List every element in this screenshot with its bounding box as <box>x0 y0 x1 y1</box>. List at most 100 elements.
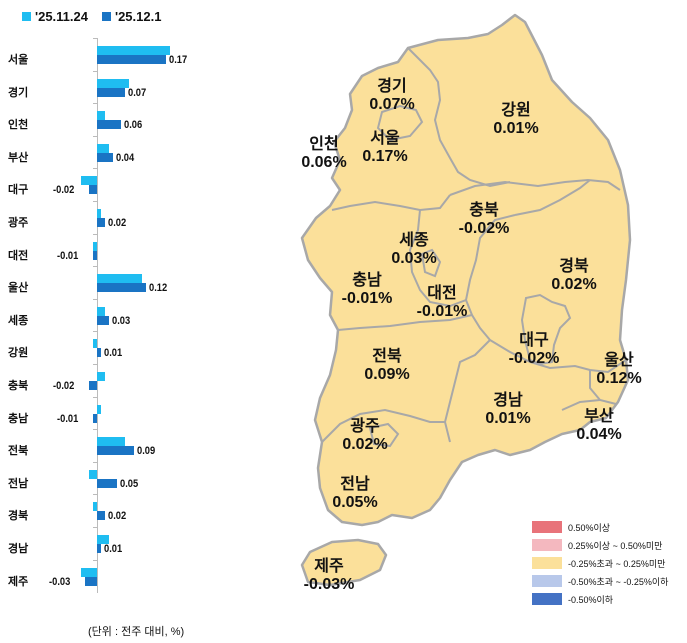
category-label: 대전 <box>8 248 29 262</box>
chart-row: 경북 0.02 <box>0 498 260 532</box>
axis-tick <box>93 494 98 496</box>
category-label: 강원 <box>8 346 29 360</box>
map-legend-label: 0.50%이상 <box>568 522 611 533</box>
bar-series-1 <box>92 241 97 251</box>
category-label: 인천 <box>8 118 29 132</box>
category-label: 경남 <box>8 542 29 555</box>
data-label: -0.02 <box>52 380 75 392</box>
data-label: 0.03 <box>112 314 131 327</box>
map-legend: 0.50%이상 0.25%이상 ~ 0.50%미만 -0.25%초과 ~ 0.25%… <box>532 518 668 608</box>
region-value: 0.02% <box>342 436 388 453</box>
bar-series-1 <box>97 111 106 121</box>
bar-series-2 <box>88 381 97 390</box>
chart-row: 인천 0.06 <box>0 107 260 141</box>
region-value: 0.05% <box>332 494 378 511</box>
chart-row: 경기 0.07 <box>0 75 260 109</box>
map-legend-label: 0.25%이상 ~ 0.50%미만 <box>568 540 663 551</box>
map-legend-swatch <box>532 557 562 569</box>
region-name: 대구 <box>519 332 549 349</box>
chart-row: 전남 0.05 <box>0 466 260 500</box>
map-legend-item: -0.50%이하 <box>532 590 668 608</box>
bar-series-2 <box>97 55 167 64</box>
chart-row: 충북 -0.02 <box>0 368 260 402</box>
data-label: -0.01 <box>56 249 79 262</box>
region-name: 경남 <box>493 392 523 409</box>
region-name: 강원 <box>501 102 531 119</box>
bar-series-1 <box>97 306 106 316</box>
chart-row: 경남 0.01 <box>0 531 260 565</box>
map-legend-item: -0.25%초과 ~ 0.25%미만 <box>532 554 668 572</box>
bar-series-1 <box>97 209 102 218</box>
legend-swatch-2 <box>101 12 111 21</box>
region-label: 울산 0.12% <box>596 352 641 388</box>
region-value: 0.01% <box>493 120 539 137</box>
region-label: 경북 0.02% <box>551 258 596 294</box>
data-label: 0.09 <box>136 445 155 458</box>
legend-series-1: '25.11.24 <box>22 9 88 24</box>
category-label: 경기 <box>8 85 29 99</box>
bar-series-2 <box>92 413 97 423</box>
axis-tick <box>93 527 98 528</box>
region-value: 0.07% <box>369 96 415 113</box>
axis-tick <box>93 461 98 463</box>
data-label: 0.06 <box>124 119 143 132</box>
legend-swatch-1 <box>22 12 31 21</box>
axis-tick <box>93 70 98 72</box>
region-label: 대구 -0.02% <box>509 332 560 368</box>
bar-series-1 <box>97 372 106 381</box>
bar-series-1 <box>97 535 110 544</box>
bar-series-1 <box>88 469 97 479</box>
axis-tick <box>93 135 98 137</box>
map-legend-label: -0.25%초과 ~ 0.25%미만 <box>568 558 666 569</box>
data-label: 0.05 <box>120 477 139 490</box>
region-label: 전남 0.05% <box>332 476 377 512</box>
axis-tick <box>93 331 98 333</box>
data-label: 0.01 <box>104 543 123 555</box>
category-label: 대구 <box>8 183 29 197</box>
legend-series-2: '25.12.1 <box>101 9 161 24</box>
chart-row: 울산 0.12 <box>0 270 260 304</box>
region-label: 서울 0.17% <box>362 130 407 166</box>
axis-tick <box>93 103 98 105</box>
region-value: -0.02% <box>458 220 510 237</box>
chart-row: 세종 0.03 <box>0 303 260 337</box>
map-legend-item: -0.50%초과 ~ -0.25%이하 <box>532 572 668 590</box>
category-label: 전남 <box>8 476 29 490</box>
region-name: 제주 <box>314 558 344 575</box>
axis-tick <box>93 364 98 365</box>
region-name: 세종 <box>399 232 429 249</box>
axis-tick <box>93 396 98 398</box>
chart-row: 제주 -0.03 <box>0 564 260 598</box>
legend-label-1: '25.11.24 <box>35 9 88 24</box>
region-label: 제주 -0.03% <box>304 558 355 594</box>
region-label: 경남 0.01% <box>485 392 530 428</box>
region-name: 경기 <box>377 78 407 95</box>
bar-series-2 <box>97 446 134 456</box>
data-label: 0.04 <box>116 151 135 164</box>
map-legend-swatch <box>532 575 562 587</box>
region-value: -0.02% <box>508 350 560 367</box>
map-legend-item: 0.25%이상 ~ 0.50%미만 <box>532 536 668 554</box>
category-label: 충남 <box>8 411 29 425</box>
bar-series-1 <box>80 176 97 186</box>
region-value: 0.09% <box>364 366 410 383</box>
region-label: 부산 0.04% <box>576 408 621 444</box>
category-label: 전북 <box>8 444 29 458</box>
map-shape <box>300 13 632 587</box>
bar-series-2 <box>97 348 102 358</box>
region-value: 0.06% <box>301 154 347 171</box>
region-name: 대전 <box>427 285 457 302</box>
bar-series-1 <box>97 143 110 153</box>
category-label: 경북 <box>8 509 29 523</box>
map-legend-swatch <box>532 593 562 605</box>
bar-series-1 <box>92 502 97 512</box>
map-legend-swatch <box>532 539 562 551</box>
chart-row: 강원 0.01 <box>0 335 260 369</box>
region-label: 광주 0.02% <box>342 418 387 454</box>
bar-chart: 서울 0.17 경기 0.07 인천 0.06 부산 0.04 대구 -0.02 광주 0.02 대전 -… <box>0 38 260 598</box>
bar-series-2 <box>97 544 102 553</box>
region-value: -0.01% <box>416 303 468 320</box>
chart-row: 광주 0.02 <box>0 205 260 239</box>
map-legend-label: -0.50%이하 <box>568 594 614 605</box>
region-value: 0.04% <box>576 426 622 443</box>
